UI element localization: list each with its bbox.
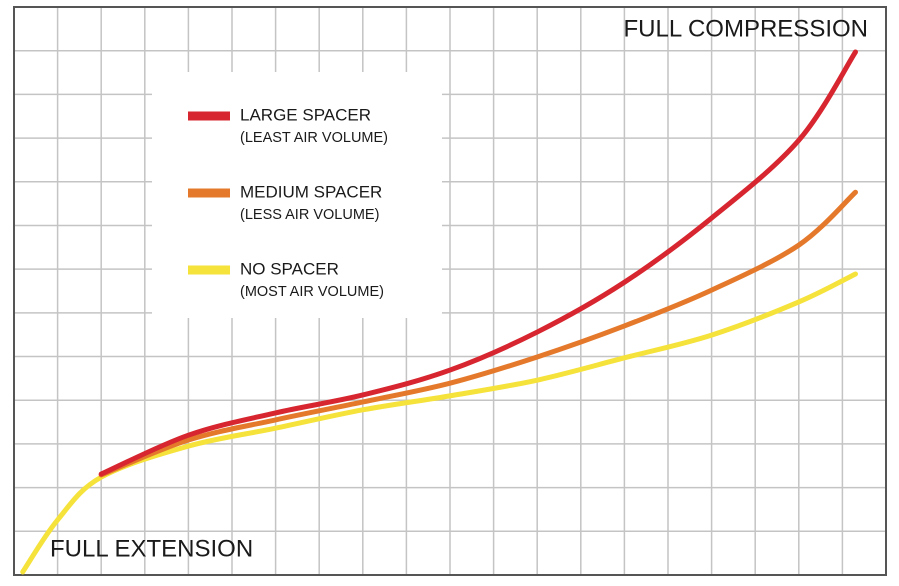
series-line (98, 189, 858, 478)
legend-description: (LESS AIR VOLUME) (240, 207, 379, 223)
legend-swatch (188, 265, 230, 275)
series-line (98, 49, 858, 477)
legend-label: MEDIUM SPACER (240, 182, 382, 201)
lines (20, 49, 858, 575)
legend-label: LARGE SPACER (240, 105, 371, 124)
annotation: FULL COMPRESSION (624, 15, 869, 42)
legend-label: NO SPACER (240, 259, 339, 278)
legend-swatch (188, 111, 230, 121)
legend: LARGE SPACER (LEAST AIR VOLUME) MEDIUM SPA… (188, 105, 388, 300)
grid (13, 6, 887, 576)
annotation: FULL EXTENSION (50, 535, 253, 562)
plot-border (13, 6, 887, 576)
legend-description: (MOST AIR VOLUME) (240, 284, 384, 300)
legend-swatch (188, 188, 230, 198)
legend-description: (LEAST AIR VOLUME) (240, 130, 388, 146)
